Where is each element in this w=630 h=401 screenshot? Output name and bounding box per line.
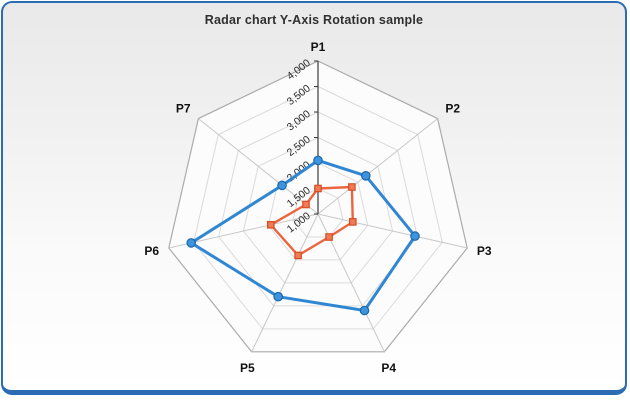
category-label: P5 bbox=[240, 361, 255, 375]
data-point-marker[interactable] bbox=[267, 221, 275, 229]
data-point-marker[interactable] bbox=[325, 233, 333, 241]
category-label: P6 bbox=[144, 244, 159, 258]
data-point-marker[interactable] bbox=[410, 231, 420, 241]
series-line bbox=[189, 158, 417, 312]
grid-ring bbox=[218, 111, 418, 307]
data-point-marker[interactable] bbox=[302, 200, 310, 209]
series-line bbox=[269, 185, 354, 257]
category-label: P4 bbox=[381, 361, 396, 375]
data-point-marker[interactable] bbox=[314, 184, 322, 193]
grid-ring bbox=[168, 60, 468, 353]
axis-spoke bbox=[198, 118, 319, 215]
chart-title: Radar chart Y-Axis Rotation sample bbox=[204, 13, 424, 27]
axis-spoke bbox=[317, 118, 438, 215]
data-point-marker[interactable] bbox=[277, 180, 287, 191]
data-point-marker[interactable] bbox=[349, 218, 357, 226]
radar-chart: 1,0001,5002,0002,5003,0003,5004,000P1P2P… bbox=[144, 40, 492, 375]
category-label: P2 bbox=[445, 101, 460, 115]
data-point-marker[interactable] bbox=[273, 291, 283, 302]
data-point-marker[interactable] bbox=[359, 305, 370, 316]
data-point-marker[interactable] bbox=[360, 171, 371, 181]
axis-spoke bbox=[317, 213, 468, 249]
data-point-marker[interactable] bbox=[294, 251, 302, 260]
grid-ring bbox=[193, 85, 443, 330]
category-label: P3 bbox=[477, 244, 492, 258]
axis-spoke bbox=[251, 213, 319, 353]
data-point-marker[interactable] bbox=[348, 183, 356, 191]
data-point-marker[interactable] bbox=[186, 238, 196, 248]
grid-ring bbox=[292, 187, 344, 238]
grid-ring bbox=[242, 136, 394, 284]
data-point-marker[interactable] bbox=[313, 155, 323, 166]
category-label: P1 bbox=[311, 40, 326, 54]
chart-card: Radar chart Y-Axis Rotation sample 1,000… bbox=[1, 1, 627, 395]
category-label: P7 bbox=[176, 101, 191, 115]
